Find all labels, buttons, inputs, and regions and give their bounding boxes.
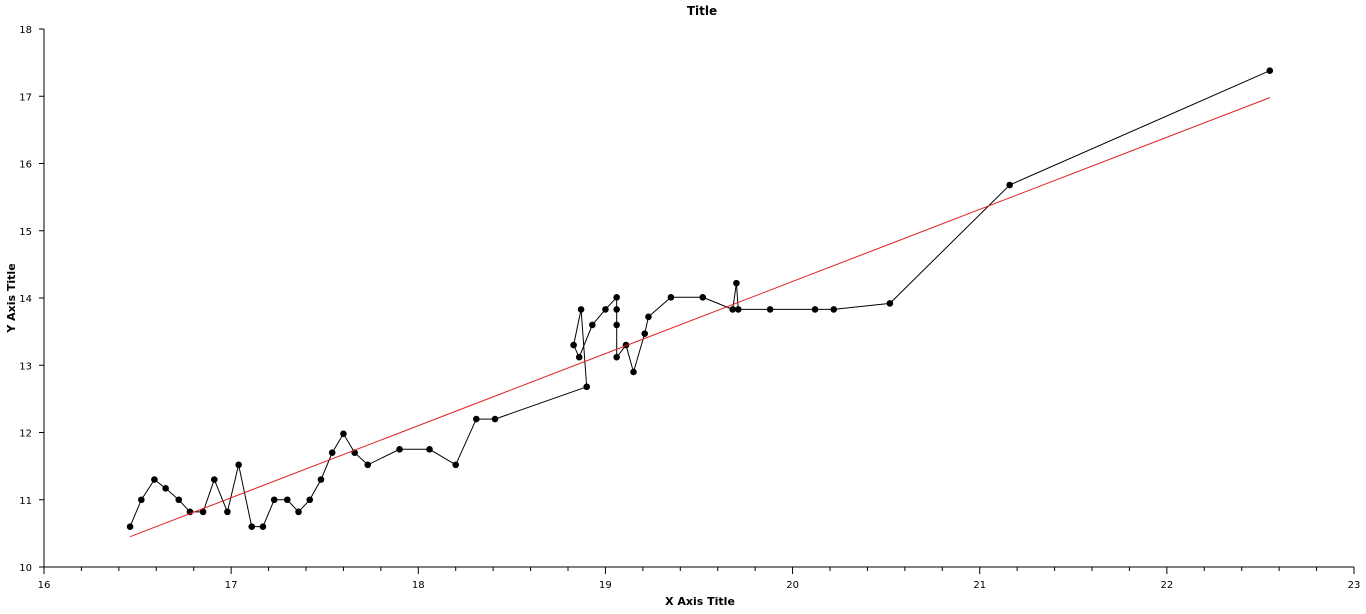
data-point bbox=[733, 279, 740, 287]
data-point bbox=[667, 294, 675, 301]
x-tick-label: 17 bbox=[225, 580, 238, 591]
data-point bbox=[396, 446, 403, 453]
y-axis-title: Y Axis Title bbox=[5, 263, 18, 333]
data-point bbox=[138, 496, 145, 504]
data-point bbox=[224, 508, 231, 516]
x-tick-label: 21 bbox=[973, 580, 986, 591]
data-point bbox=[473, 415, 480, 423]
chart-title: Title bbox=[687, 4, 717, 18]
plot-area bbox=[126, 67, 1274, 538]
y-tick-label: 16 bbox=[19, 160, 32, 171]
data-point bbox=[583, 383, 591, 391]
x-axis-title: X Axis Title bbox=[665, 595, 735, 608]
x-tick-label: 18 bbox=[412, 580, 425, 591]
y-tick-label: 12 bbox=[19, 429, 32, 440]
data-point bbox=[295, 508, 302, 516]
data-point bbox=[211, 476, 218, 483]
x-tick-label: 22 bbox=[1160, 580, 1173, 591]
data-point bbox=[235, 461, 242, 469]
data-point bbox=[613, 306, 620, 313]
data-point bbox=[491, 415, 499, 423]
data-point bbox=[575, 353, 583, 361]
axes: 16 17 18 19 20 21 22 23 10 11 12 13 14 15 16 17 18 bbox=[19, 25, 1360, 591]
x-tick-label: 19 bbox=[599, 580, 612, 591]
data-point bbox=[766, 306, 774, 313]
data-point bbox=[199, 508, 207, 516]
data-point bbox=[613, 353, 620, 361]
x-tick-label: 16 bbox=[38, 580, 51, 591]
y-tick-label: 11 bbox=[19, 496, 32, 507]
data-point bbox=[452, 461, 460, 469]
data-point bbox=[426, 446, 433, 453]
data-point bbox=[577, 306, 585, 313]
data-point bbox=[830, 306, 838, 313]
data-point bbox=[151, 476, 158, 483]
data-point bbox=[735, 306, 742, 313]
data-point bbox=[248, 523, 256, 530]
data-point bbox=[886, 300, 894, 307]
data-point bbox=[340, 430, 347, 438]
data-point bbox=[699, 294, 707, 301]
data-point bbox=[641, 330, 649, 337]
data-point bbox=[630, 368, 637, 376]
data-point bbox=[162, 485, 169, 492]
trend-line bbox=[129, 97, 1270, 538]
data-point bbox=[613, 321, 620, 329]
x-tick-label: 23 bbox=[1348, 580, 1361, 591]
y-tick-label: 13 bbox=[19, 361, 32, 372]
data-point bbox=[811, 306, 819, 313]
data-point bbox=[645, 313, 652, 321]
data-point bbox=[570, 341, 577, 349]
data-point bbox=[175, 496, 183, 504]
data-point bbox=[306, 496, 314, 504]
data-point bbox=[729, 306, 736, 313]
y-tick-label: 15 bbox=[19, 227, 32, 238]
y-tick-label: 14 bbox=[19, 294, 32, 305]
data-point bbox=[126, 523, 134, 530]
data-point bbox=[1266, 67, 1274, 74]
data-point bbox=[328, 449, 336, 456]
data-point bbox=[283, 496, 291, 504]
data-point bbox=[602, 306, 609, 313]
data-point bbox=[259, 523, 267, 530]
x-tick-label: 20 bbox=[786, 580, 799, 591]
y-tick-label: 18 bbox=[19, 25, 32, 36]
y-tick-label: 10 bbox=[19, 563, 32, 574]
data-point bbox=[589, 321, 596, 329]
data-point bbox=[317, 476, 325, 483]
data-point bbox=[613, 294, 620, 301]
data-point bbox=[270, 496, 278, 504]
data-point bbox=[364, 461, 372, 469]
data-point bbox=[1006, 181, 1013, 189]
y-tick-label: 17 bbox=[19, 92, 32, 103]
